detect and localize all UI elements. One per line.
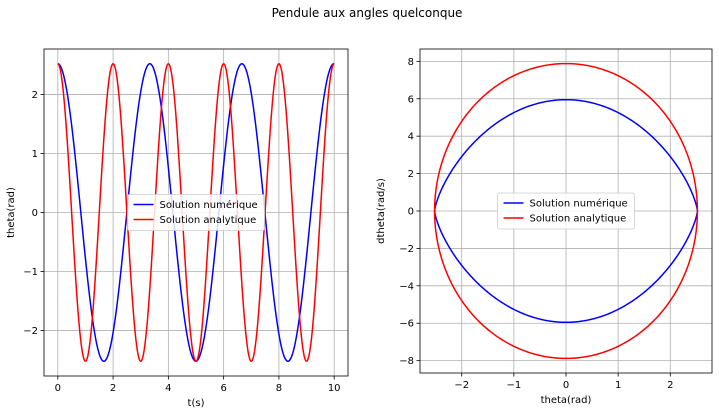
chart2-y-axis-label: dtheta(rad/s) (376, 178, 387, 244)
chart2-x-tick-label-0: −2 (454, 380, 469, 391)
chart1-x-tick-label-2: 4 (165, 383, 171, 394)
chart1-series-line-2 (57, 63, 335, 362)
chart1-x-tick-label-3: 6 (220, 383, 226, 394)
left-chart: 0 2 4 6 8 10 −2 −1 0 1 2 t(s) theta(rad) Solution num… (6, 48, 349, 409)
chart1-x-tick-label-4: 8 (276, 383, 282, 394)
chart1-y-tick-label-1: −1 (23, 267, 38, 278)
chart2-y-tick-label-5: 2 (408, 169, 414, 180)
chart2-y-tick-label-3: −2 (399, 244, 414, 255)
chart2-y-tick-label-6: 4 (408, 132, 414, 143)
chart2-x-tick-label-4: 2 (667, 380, 673, 391)
chart2-x-tick-label-1: −1 (506, 380, 521, 391)
chart2-y-tick-label-0: −8 (399, 356, 414, 367)
chart1-y-tick-label-4: 2 (32, 90, 38, 101)
chart2-legend-box (497, 192, 635, 230)
chart1-y-tick-label-2: 0 (32, 208, 38, 219)
chart2-series-line-2 (433, 62, 699, 360)
chart1-y-axis-label: theta(rad) (6, 187, 17, 238)
right-chart: −2 −1 0 1 2 −8 −6 −4 −2 0 2 4 6 8 theta(rad) dtheta(rad… (376, 48, 713, 406)
chart1-y-tick-label-3: 1 (32, 149, 38, 160)
figure-title: Pendule aux angles quelconque (272, 6, 463, 20)
chart2-y-tick-label-2: −4 (399, 281, 414, 292)
chart2-x-tick-label-2: 0 (563, 380, 569, 391)
chart1-x-axis-label: t(s) (188, 398, 205, 409)
chart1-x-tick-label-0: 0 (55, 383, 61, 394)
chart2-x-axis-label: theta(rad) (541, 395, 592, 406)
chart1-legend-box (127, 194, 265, 231)
chart2-y-tick-label-1: −6 (399, 319, 414, 330)
chart2-legend: Solution numérique Solution analytique (497, 192, 635, 230)
chart1-x-tick-label-5: 10 (328, 383, 341, 394)
chart2-legend-label-1: Solution numérique (530, 198, 628, 210)
chart1-y-tick-label-0: −2 (23, 326, 38, 337)
chart2-legend-label-2: Solution analytique (530, 214, 627, 225)
chart1-x-tick-label-1: 2 (110, 383, 116, 394)
chart2-y-tick-label-7: 6 (408, 94, 414, 105)
chart1-plot-area (57, 63, 335, 362)
chart2-y-tick-label-4: 0 (408, 207, 414, 218)
chart2-plot-area (433, 62, 699, 360)
chart1-legend-label-2: Solution analytique (160, 215, 257, 226)
chart2-x-tick-label-3: 1 (615, 380, 621, 391)
chart2-y-tick-label-8: 8 (408, 57, 414, 68)
chart1-legend-label-1: Solution numérique (160, 199, 258, 211)
chart1-legend: Solution numérique Solution analytique (127, 194, 265, 231)
